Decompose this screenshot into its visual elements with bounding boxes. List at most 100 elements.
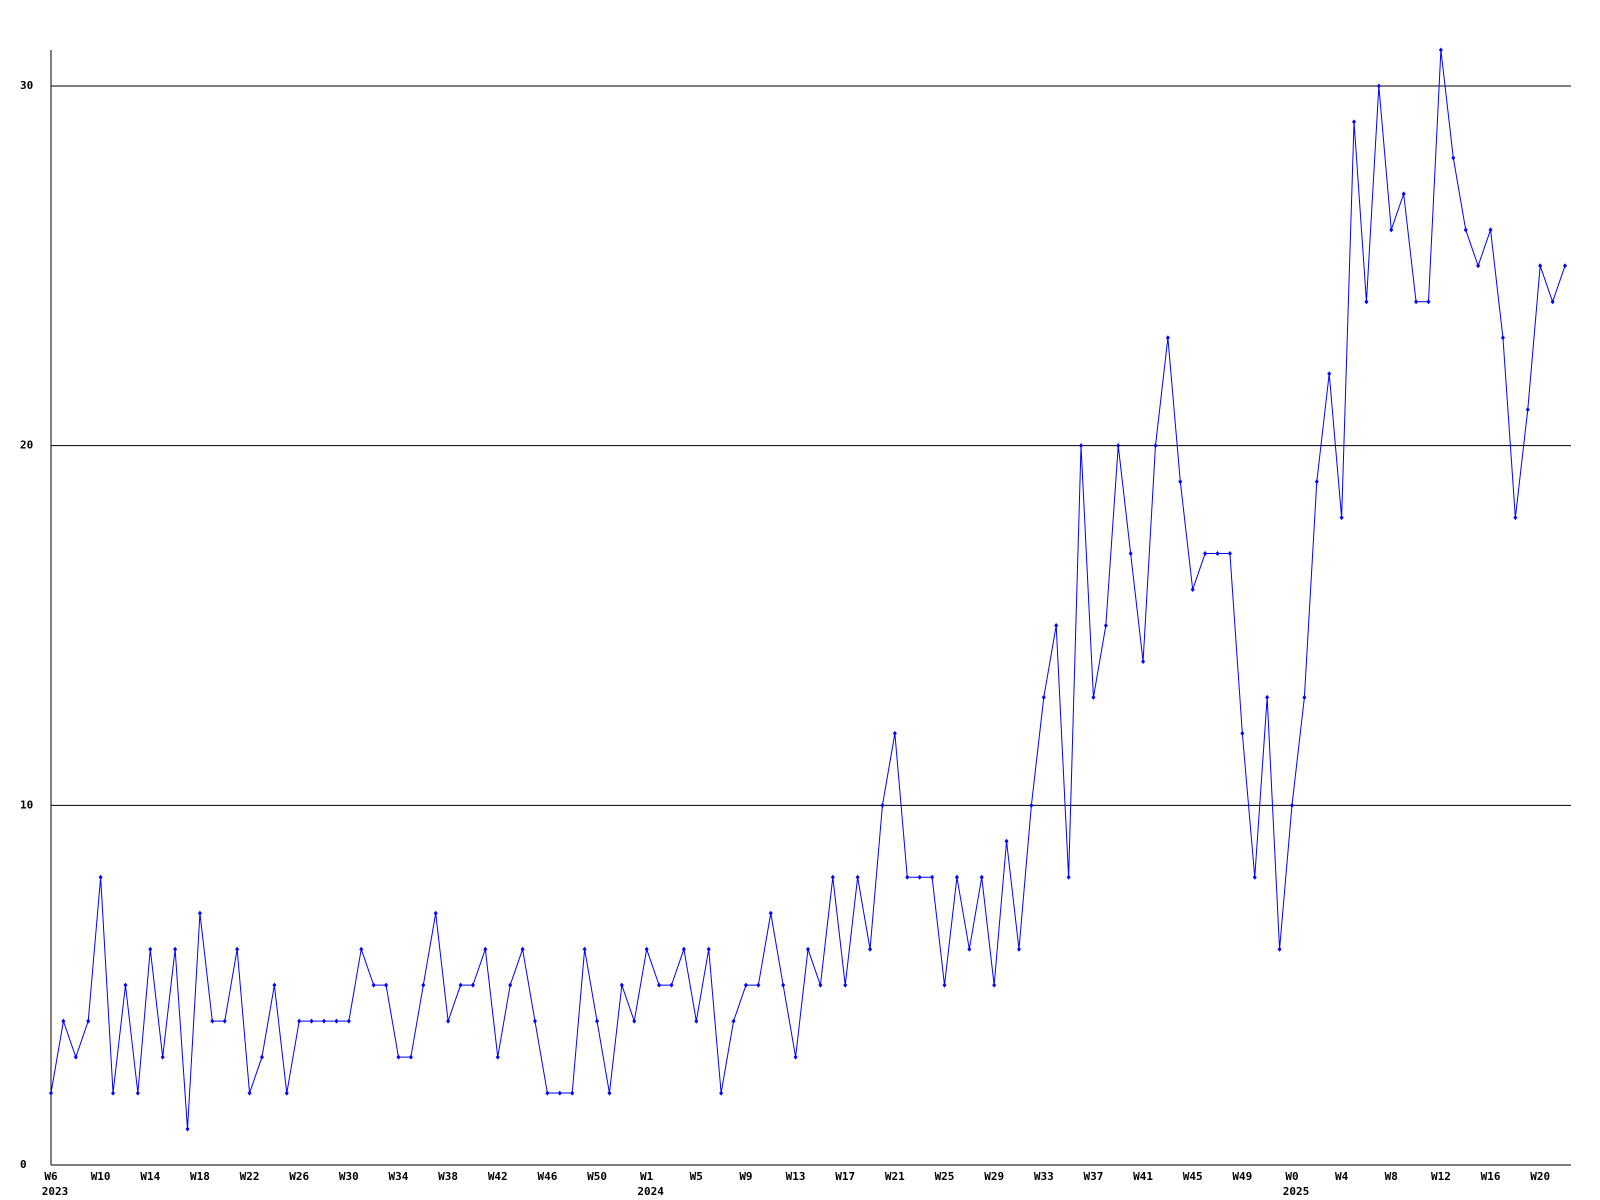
point bbox=[284, 1090, 289, 1096]
x-tick-label: W45 bbox=[1183, 1170, 1203, 1183]
point bbox=[1414, 299, 1419, 305]
point bbox=[73, 1054, 78, 1060]
point bbox=[1339, 515, 1344, 521]
point bbox=[731, 1018, 736, 1024]
point bbox=[843, 982, 848, 988]
point bbox=[346, 1018, 351, 1024]
point bbox=[619, 982, 624, 988]
x-tick-label: W9 bbox=[739, 1170, 752, 1183]
x-tick-label: W21 bbox=[885, 1170, 905, 1183]
point bbox=[86, 1018, 91, 1024]
point bbox=[123, 982, 128, 988]
point bbox=[1153, 443, 1158, 449]
point bbox=[1302, 694, 1307, 700]
point bbox=[247, 1090, 252, 1096]
point bbox=[607, 1090, 612, 1096]
point bbox=[359, 946, 364, 952]
point bbox=[1190, 587, 1195, 593]
point bbox=[148, 946, 153, 952]
x-tick-label: W22 bbox=[240, 1170, 260, 1183]
point bbox=[1265, 694, 1270, 700]
point bbox=[197, 910, 202, 916]
x-tick-label: W14 bbox=[140, 1170, 160, 1183]
point bbox=[793, 1054, 798, 1060]
point bbox=[371, 982, 376, 988]
x-year-label: 2025 bbox=[1283, 1185, 1310, 1198]
point bbox=[1563, 263, 1567, 269]
point bbox=[433, 910, 438, 916]
point bbox=[185, 1126, 190, 1132]
point bbox=[520, 946, 525, 952]
y-tick-label: 20 bbox=[20, 439, 33, 452]
point bbox=[297, 1018, 302, 1024]
point bbox=[1277, 946, 1282, 952]
point bbox=[1091, 694, 1096, 700]
point bbox=[1476, 263, 1481, 269]
point bbox=[508, 982, 513, 988]
point bbox=[806, 946, 810, 952]
point bbox=[235, 946, 240, 952]
point bbox=[483, 946, 488, 952]
point bbox=[967, 946, 972, 952]
point bbox=[1066, 874, 1071, 880]
point bbox=[706, 946, 711, 952]
x-year-label: 2024 bbox=[637, 1185, 664, 1198]
point bbox=[1352, 119, 1357, 125]
point bbox=[781, 982, 786, 988]
point bbox=[1004, 838, 1009, 844]
x-tick-label: W13 bbox=[786, 1170, 806, 1183]
point bbox=[135, 1090, 140, 1096]
x-tick-label: W25 bbox=[935, 1170, 955, 1183]
point bbox=[1438, 47, 1443, 53]
point bbox=[743, 982, 748, 988]
x-tick-label: W30 bbox=[339, 1170, 359, 1183]
x-tick-label: W0 bbox=[1285, 1170, 1298, 1183]
point bbox=[657, 982, 662, 988]
x-tick-label: W42 bbox=[488, 1170, 508, 1183]
x-tick-label: W12 bbox=[1431, 1170, 1451, 1183]
point bbox=[669, 982, 674, 988]
point bbox=[868, 946, 873, 952]
point bbox=[1116, 443, 1121, 449]
point bbox=[570, 1090, 575, 1096]
x-tick-label: W38 bbox=[438, 1170, 458, 1183]
x-tick-label: W34 bbox=[389, 1170, 409, 1183]
point bbox=[1314, 479, 1319, 485]
point bbox=[1227, 551, 1232, 557]
point bbox=[1252, 874, 1257, 880]
point bbox=[1041, 694, 1046, 700]
point bbox=[61, 1018, 66, 1024]
point bbox=[595, 1018, 600, 1024]
point bbox=[756, 982, 761, 988]
x-tick-label: W18 bbox=[190, 1170, 210, 1183]
point bbox=[1016, 946, 1021, 952]
point bbox=[1525, 407, 1530, 413]
point bbox=[557, 1090, 562, 1096]
y-tick-label: 10 bbox=[20, 798, 33, 811]
point bbox=[917, 874, 922, 880]
point bbox=[532, 1018, 537, 1024]
point bbox=[582, 946, 587, 952]
point bbox=[470, 982, 475, 988]
point bbox=[1079, 443, 1084, 449]
point bbox=[1203, 551, 1208, 557]
point bbox=[1401, 191, 1406, 197]
point bbox=[892, 730, 897, 736]
point bbox=[930, 874, 935, 880]
point bbox=[880, 802, 885, 808]
point bbox=[855, 874, 860, 880]
point bbox=[1178, 479, 1183, 485]
x-tick-label: W16 bbox=[1481, 1170, 1501, 1183]
x-tick-label: W6 bbox=[44, 1170, 58, 1183]
x-tick-label: W29 bbox=[984, 1170, 1004, 1183]
point bbox=[768, 910, 773, 916]
point bbox=[992, 982, 997, 988]
point bbox=[954, 874, 959, 880]
point bbox=[98, 874, 103, 880]
point bbox=[1550, 299, 1555, 305]
point bbox=[1327, 371, 1332, 377]
point bbox=[942, 982, 947, 988]
point bbox=[830, 874, 835, 880]
